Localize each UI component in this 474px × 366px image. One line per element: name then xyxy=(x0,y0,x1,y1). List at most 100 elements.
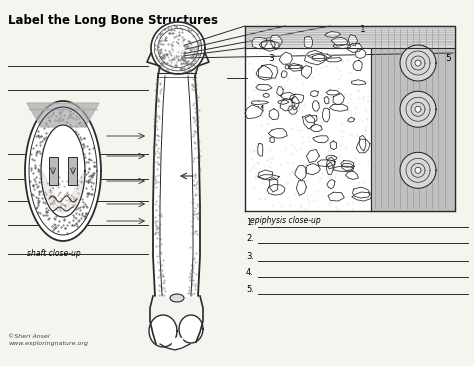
Polygon shape xyxy=(282,71,287,78)
Polygon shape xyxy=(348,34,357,46)
Polygon shape xyxy=(312,54,327,61)
Polygon shape xyxy=(25,101,101,241)
Polygon shape xyxy=(259,41,279,51)
Polygon shape xyxy=(269,109,279,120)
Text: ©Sheri Ansel
www.exploringnature.org: ©Sheri Ansel www.exploringnature.org xyxy=(8,334,88,346)
Text: 3: 3 xyxy=(268,54,273,63)
Polygon shape xyxy=(325,31,341,37)
Polygon shape xyxy=(305,116,317,123)
Polygon shape xyxy=(41,125,85,217)
Polygon shape xyxy=(277,86,283,96)
Polygon shape xyxy=(258,175,279,180)
Polygon shape xyxy=(304,36,312,48)
Polygon shape xyxy=(270,137,274,143)
Polygon shape xyxy=(301,66,312,79)
Polygon shape xyxy=(278,100,289,104)
Polygon shape xyxy=(295,165,307,180)
Polygon shape xyxy=(256,66,273,80)
Polygon shape xyxy=(153,76,200,296)
Polygon shape xyxy=(327,157,335,169)
Polygon shape xyxy=(326,163,333,175)
Polygon shape xyxy=(400,152,436,188)
Polygon shape xyxy=(267,184,285,195)
Polygon shape xyxy=(356,49,366,59)
Polygon shape xyxy=(347,117,355,122)
Text: epiphysis close-up: epiphysis close-up xyxy=(250,216,321,225)
Polygon shape xyxy=(179,315,203,343)
Polygon shape xyxy=(317,160,335,167)
Polygon shape xyxy=(341,161,354,167)
Text: 4.: 4. xyxy=(246,268,254,277)
Polygon shape xyxy=(353,187,370,198)
Polygon shape xyxy=(326,90,340,95)
Polygon shape xyxy=(302,115,315,129)
Polygon shape xyxy=(304,50,325,65)
Polygon shape xyxy=(330,104,348,111)
Polygon shape xyxy=(348,44,362,52)
Polygon shape xyxy=(269,178,278,192)
Text: 5: 5 xyxy=(446,54,451,63)
Polygon shape xyxy=(359,135,366,151)
Polygon shape xyxy=(333,166,353,172)
Polygon shape xyxy=(417,169,419,172)
Polygon shape xyxy=(346,172,358,179)
Polygon shape xyxy=(324,97,329,104)
Polygon shape xyxy=(252,37,267,49)
Polygon shape xyxy=(268,128,287,138)
Polygon shape xyxy=(322,108,330,122)
Polygon shape xyxy=(330,141,337,150)
Text: 4: 4 xyxy=(258,105,264,114)
Polygon shape xyxy=(279,52,292,64)
Polygon shape xyxy=(261,40,275,49)
Polygon shape xyxy=(245,26,455,211)
Text: 1: 1 xyxy=(360,25,366,34)
Polygon shape xyxy=(417,108,419,111)
Text: 3.: 3. xyxy=(246,251,254,261)
Text: Label the Long Bone Structures: Label the Long Bone Structures xyxy=(8,14,218,27)
Polygon shape xyxy=(307,149,319,163)
Bar xyxy=(48,157,57,185)
Polygon shape xyxy=(333,94,344,105)
Polygon shape xyxy=(351,80,366,85)
Polygon shape xyxy=(258,143,263,156)
Text: shaft close-up: shaft close-up xyxy=(27,249,81,258)
Polygon shape xyxy=(296,181,307,195)
Polygon shape xyxy=(149,315,177,347)
Text: 2: 2 xyxy=(337,41,342,50)
Polygon shape xyxy=(327,180,335,189)
Polygon shape xyxy=(290,94,304,104)
Polygon shape xyxy=(400,91,436,127)
Polygon shape xyxy=(356,139,370,153)
Polygon shape xyxy=(256,85,272,90)
Polygon shape xyxy=(72,168,74,175)
Text: 5.: 5. xyxy=(246,284,254,294)
Polygon shape xyxy=(52,168,55,175)
Polygon shape xyxy=(400,45,436,81)
Polygon shape xyxy=(306,164,320,175)
Polygon shape xyxy=(352,192,372,201)
Polygon shape xyxy=(312,101,319,111)
Polygon shape xyxy=(308,54,332,59)
Polygon shape xyxy=(333,45,351,48)
Polygon shape xyxy=(280,99,295,111)
Polygon shape xyxy=(285,65,290,69)
Polygon shape xyxy=(245,105,263,119)
Polygon shape xyxy=(258,64,278,78)
Polygon shape xyxy=(27,103,99,127)
Polygon shape xyxy=(151,22,205,74)
Bar xyxy=(69,157,78,185)
Text: 2.: 2. xyxy=(246,234,254,243)
Polygon shape xyxy=(325,58,342,62)
Polygon shape xyxy=(331,38,347,46)
Polygon shape xyxy=(326,155,337,161)
Polygon shape xyxy=(371,26,455,211)
Polygon shape xyxy=(417,61,419,64)
Ellipse shape xyxy=(170,294,184,302)
Polygon shape xyxy=(245,26,455,48)
Polygon shape xyxy=(328,192,344,201)
Polygon shape xyxy=(313,136,328,143)
Polygon shape xyxy=(280,92,294,100)
Polygon shape xyxy=(353,60,362,71)
Polygon shape xyxy=(292,96,299,110)
Polygon shape xyxy=(263,93,269,97)
